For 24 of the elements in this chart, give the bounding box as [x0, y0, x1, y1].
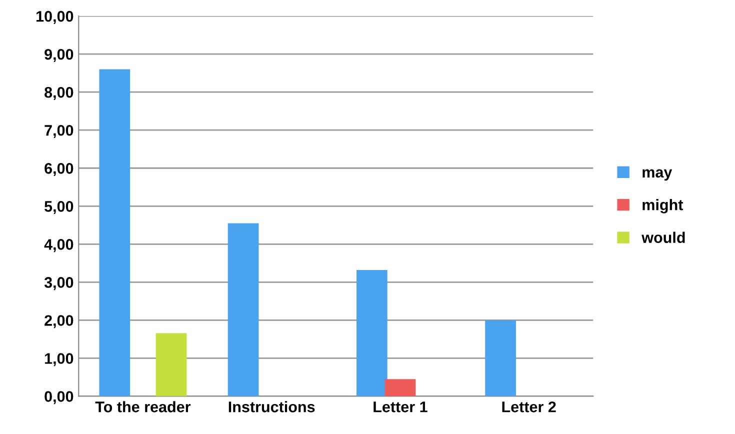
x-tick-label: To the reader: [95, 401, 191, 412]
bar: [485, 320, 516, 396]
y-tick-label: 2,00: [44, 315, 74, 328]
bar: [99, 69, 130, 396]
y-tick-label: 5,00: [44, 201, 74, 214]
y-tick-label: 10,00: [36, 10, 74, 24]
y-tick-label: 1,00: [45, 353, 74, 366]
bar: [384, 379, 416, 396]
y-tick-label: 7,00: [44, 124, 74, 138]
x-tick-label: Instructions: [228, 401, 315, 412]
legend-label: might: [642, 199, 684, 214]
y-tick-label: 9,00: [44, 48, 74, 62]
legend-label: would: [642, 232, 685, 243]
y-tick-label: 0,00: [44, 391, 74, 404]
y-tick-label: 4,00: [44, 239, 74, 252]
x-tick-label: Letter 2: [502, 402, 556, 412]
y-tick-label: 3,00: [44, 277, 74, 290]
y-tick-label: 6,00: [44, 163, 74, 176]
bar: [156, 333, 187, 396]
bar: [228, 223, 259, 396]
x-tick-label: Letter 1: [374, 402, 428, 412]
y-tick-label: 8,00: [44, 86, 74, 100]
bar: [356, 270, 388, 396]
legend-label: may: [642, 169, 672, 181]
